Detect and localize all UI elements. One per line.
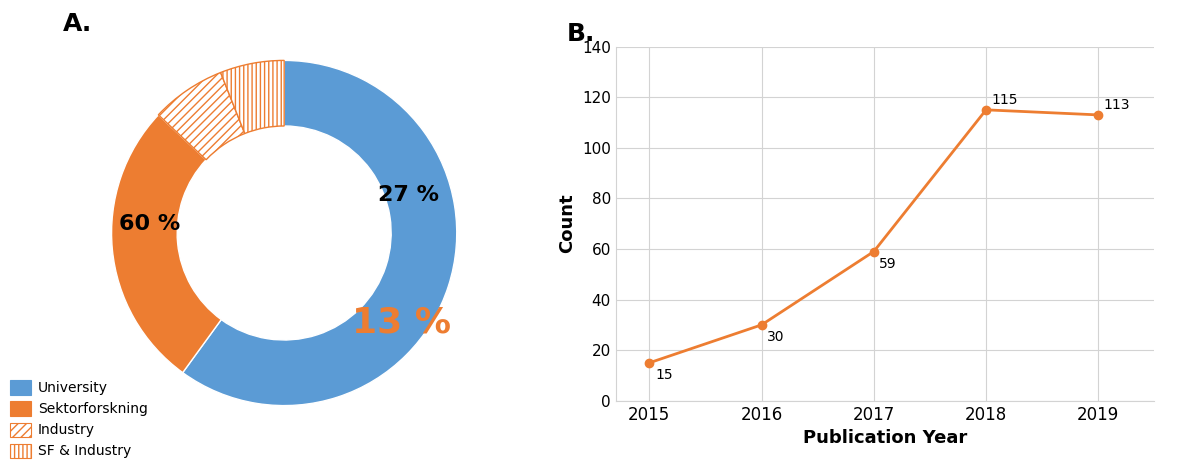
Text: B.: B. [567, 22, 596, 46]
Text: 27 %: 27 % [378, 185, 439, 205]
Wedge shape [111, 115, 221, 373]
Y-axis label: Count: Count [559, 194, 577, 254]
X-axis label: Publication Year: Publication Year [803, 429, 967, 447]
Text: 13 %: 13 % [352, 306, 451, 340]
Text: 113: 113 [1103, 98, 1131, 112]
Text: 59: 59 [880, 257, 897, 271]
Wedge shape [220, 61, 284, 133]
Text: 30: 30 [767, 330, 785, 344]
Text: 60 %: 60 % [118, 214, 180, 234]
Text: A.: A. [63, 12, 92, 36]
Text: 15: 15 [655, 368, 673, 382]
Legend: University, Sektorforskning, Industry, SF & Industry: University, Sektorforskning, Industry, S… [11, 380, 148, 459]
Text: 115: 115 [992, 93, 1018, 107]
Wedge shape [159, 73, 245, 160]
Wedge shape [182, 61, 457, 405]
